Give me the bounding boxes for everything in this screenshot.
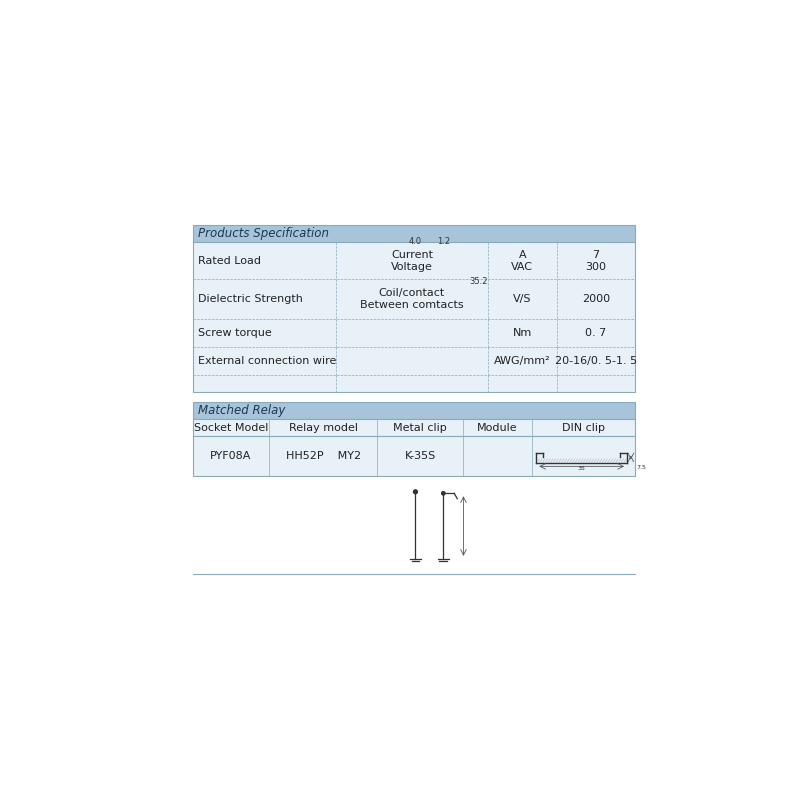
Text: K-35S: K-35S [405, 451, 436, 462]
Text: Rated Load: Rated Load [198, 256, 262, 266]
Text: Socket Model: Socket Model [194, 423, 268, 433]
Bar [193, 402, 634, 419]
Text: DIN clip: DIN clip [562, 423, 605, 433]
Text: HH52P    MY2: HH52P MY2 [286, 451, 361, 462]
Text: 0. 7: 0. 7 [586, 328, 606, 338]
Text: Metal clip: Metal clip [394, 423, 447, 433]
Text: 35.2: 35.2 [470, 278, 488, 286]
Text: 7.5: 7.5 [636, 465, 646, 470]
Text: V/S: V/S [513, 294, 532, 304]
Text: Screw torque: Screw torque [198, 328, 272, 338]
Text: Relay model: Relay model [289, 423, 358, 433]
Text: Current
Voltage: Current Voltage [391, 250, 433, 271]
Text: Nm: Nm [513, 328, 532, 338]
Circle shape [414, 490, 418, 494]
Text: Coil/contact
Between comtacts: Coil/contact Between comtacts [360, 289, 464, 310]
Bar [193, 419, 634, 436]
Text: 1.2: 1.2 [437, 237, 450, 246]
Text: External connection wire: External connection wire [198, 356, 337, 366]
Bar [193, 226, 634, 242]
Text: 4.0: 4.0 [409, 237, 422, 246]
Text: Dielectric Strength: Dielectric Strength [198, 294, 303, 304]
Text: A
VAC: A VAC [511, 250, 534, 271]
Bar [193, 242, 634, 392]
Text: Products Specification: Products Specification [198, 227, 330, 240]
Text: AWG/mm²: AWG/mm² [494, 356, 550, 366]
Text: Module: Module [478, 423, 518, 433]
Text: 2000: 2000 [582, 294, 610, 304]
Text: Matched Relay: Matched Relay [198, 405, 286, 418]
Text: 35: 35 [578, 466, 586, 471]
Text: 20-16/0. 5-1. 5: 20-16/0. 5-1. 5 [555, 356, 637, 366]
Circle shape [442, 492, 445, 495]
Text: 7
300: 7 300 [586, 250, 606, 271]
Bar [193, 436, 634, 476]
Text: PYF08A: PYF08A [210, 451, 252, 462]
